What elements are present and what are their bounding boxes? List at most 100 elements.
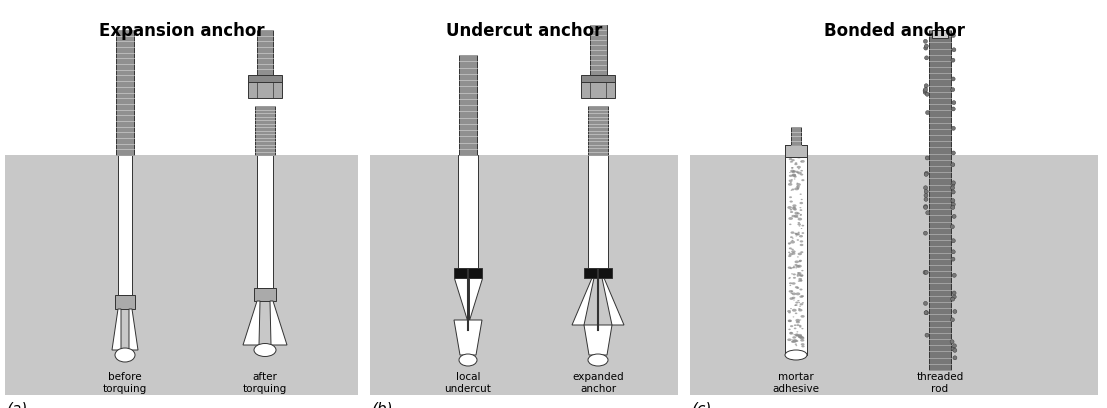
Ellipse shape: [789, 297, 794, 300]
Text: (a): (a): [7, 402, 29, 408]
Ellipse shape: [789, 285, 792, 286]
Polygon shape: [130, 309, 138, 350]
Ellipse shape: [951, 206, 955, 209]
Ellipse shape: [952, 344, 956, 348]
Ellipse shape: [788, 242, 792, 244]
Ellipse shape: [795, 286, 798, 288]
Ellipse shape: [793, 339, 797, 342]
Ellipse shape: [799, 209, 803, 211]
Ellipse shape: [798, 232, 800, 233]
Ellipse shape: [796, 186, 800, 188]
Ellipse shape: [795, 187, 799, 190]
Text: expanded
anchor: expanded anchor: [572, 372, 624, 394]
Ellipse shape: [793, 266, 795, 267]
Ellipse shape: [796, 334, 799, 337]
Ellipse shape: [801, 179, 805, 181]
Bar: [116, 30, 134, 155]
Polygon shape: [572, 278, 594, 325]
Polygon shape: [454, 320, 482, 355]
Ellipse shape: [795, 233, 797, 235]
Ellipse shape: [951, 257, 955, 261]
Polygon shape: [112, 309, 121, 350]
Ellipse shape: [795, 344, 797, 345]
Ellipse shape: [794, 334, 796, 335]
Ellipse shape: [799, 319, 801, 321]
Ellipse shape: [923, 271, 927, 274]
Ellipse shape: [951, 88, 954, 92]
Ellipse shape: [792, 171, 795, 173]
Ellipse shape: [792, 339, 793, 340]
Ellipse shape: [794, 176, 797, 177]
Bar: [458, 155, 478, 268]
Ellipse shape: [794, 208, 797, 211]
Ellipse shape: [924, 44, 929, 48]
Ellipse shape: [797, 276, 798, 277]
Ellipse shape: [951, 199, 955, 203]
Ellipse shape: [795, 233, 800, 235]
Ellipse shape: [789, 196, 792, 198]
Ellipse shape: [793, 267, 794, 268]
Ellipse shape: [924, 311, 928, 315]
Text: local
undercut: local undercut: [445, 372, 492, 394]
Ellipse shape: [798, 278, 803, 280]
Ellipse shape: [800, 161, 801, 162]
Bar: [254, 288, 276, 301]
Bar: [588, 106, 608, 155]
Ellipse shape: [951, 182, 955, 186]
Ellipse shape: [789, 200, 793, 203]
Bar: [255, 106, 275, 155]
Ellipse shape: [952, 291, 956, 295]
Bar: [257, 155, 273, 288]
Ellipse shape: [795, 233, 797, 234]
Text: threaded
rod: threaded rod: [917, 372, 963, 394]
Ellipse shape: [794, 328, 796, 329]
Ellipse shape: [796, 183, 798, 184]
Ellipse shape: [951, 239, 955, 243]
Bar: [932, 30, 948, 38]
Ellipse shape: [788, 319, 792, 322]
Ellipse shape: [794, 178, 796, 180]
Ellipse shape: [799, 207, 801, 208]
Ellipse shape: [952, 48, 956, 52]
Ellipse shape: [792, 248, 794, 250]
Bar: [792, 127, 801, 145]
Ellipse shape: [795, 340, 798, 342]
Text: after
torquing: after torquing: [242, 372, 287, 394]
Ellipse shape: [792, 309, 797, 312]
Ellipse shape: [793, 316, 795, 317]
Ellipse shape: [924, 193, 928, 197]
Ellipse shape: [798, 168, 800, 169]
Text: before
torquing: before torquing: [103, 372, 147, 394]
Ellipse shape: [788, 158, 793, 160]
Bar: [581, 82, 615, 98]
Ellipse shape: [951, 347, 955, 351]
Ellipse shape: [794, 324, 797, 326]
Ellipse shape: [795, 304, 798, 306]
Ellipse shape: [801, 225, 804, 226]
Ellipse shape: [801, 270, 804, 271]
Polygon shape: [469, 278, 482, 320]
Polygon shape: [270, 301, 287, 345]
Ellipse shape: [792, 282, 796, 285]
Ellipse shape: [952, 101, 955, 104]
Ellipse shape: [789, 282, 793, 284]
Ellipse shape: [799, 279, 803, 282]
Ellipse shape: [788, 255, 792, 257]
Ellipse shape: [953, 356, 956, 360]
Polygon shape: [454, 278, 467, 320]
Ellipse shape: [800, 160, 805, 163]
Ellipse shape: [799, 325, 801, 326]
Ellipse shape: [792, 240, 794, 241]
Ellipse shape: [952, 295, 956, 299]
Ellipse shape: [793, 206, 796, 208]
Ellipse shape: [794, 305, 797, 306]
Ellipse shape: [798, 280, 800, 282]
Bar: [118, 155, 132, 295]
Ellipse shape: [951, 190, 955, 194]
Ellipse shape: [792, 179, 793, 180]
Bar: [690, 155, 1098, 395]
Ellipse shape: [951, 126, 955, 130]
Ellipse shape: [799, 295, 804, 298]
Ellipse shape: [799, 240, 804, 242]
Ellipse shape: [923, 204, 928, 208]
